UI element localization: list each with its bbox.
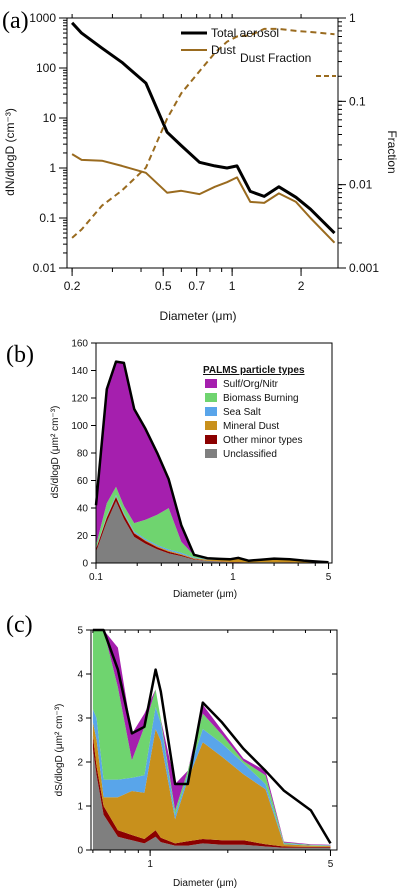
x-tick-label: 0.7 (188, 279, 205, 293)
panel-c-marks: 1 5 0 1 2 3 4 5 (77, 626, 338, 870)
area-sulf-org-nitr (96, 361, 329, 563)
y-tick-label: 100 (36, 61, 56, 75)
y-tick-label: 140 (71, 366, 88, 377)
y-tick-label: 160 (71, 339, 88, 350)
area-biomass-burning (92, 630, 331, 846)
legend-sulf-label: Sulf/Org/Nitr (223, 379, 279, 390)
panel-a-legend: Total aerosol Dust Dust Fraction (181, 26, 336, 77)
x-tick-label: 5 (328, 859, 334, 870)
dust-fraction-line (71, 27, 335, 239)
panel-a-frame (66, 17, 339, 269)
y2-tick-label: 0.001 (349, 261, 379, 275)
area-unclassified (96, 501, 329, 563)
area-sea-salt (92, 707, 331, 846)
panel-a-marks: 0.2 0.5 0.7 1 2 0.01 0.1 1 10 100 1000 0.001 0.01 0.1… (29, 11, 379, 293)
panel-a-ylabel: dN/dlogD (cm⁻³) (3, 108, 17, 196)
panel-c-ylabel: dS/dlogD (μm² cm⁻³) (54, 704, 65, 797)
area-biomass-burning (96, 486, 329, 563)
y-tick-label: 4 (77, 670, 83, 681)
panel-a-label: (a) (2, 8, 29, 34)
legend-dust-label-b: Mineral Dust (223, 421, 279, 432)
y-tick-label: 80 (77, 449, 89, 460)
legend-biomass-label: Biomass Burning (223, 393, 299, 404)
x-tick-label: 2 (298, 279, 305, 293)
panel-b-marks: 0.1 1 5 0 20 40 60 80 100 120 140 160 (71, 339, 333, 583)
y-tick-label: 40 (77, 504, 89, 515)
y-tick-label: 1000 (29, 11, 56, 25)
panel-c-label: (c) (6, 612, 33, 638)
area-sulf-org-nitr (92, 630, 331, 846)
plot-frame (90, 629, 338, 851)
legend-dust-label: Dust (211, 43, 236, 57)
legend-title: PALMS particle types (203, 365, 305, 376)
legend-other-swatch (205, 435, 217, 444)
total-outline (94, 360, 329, 564)
panel-a: (a) 0.2 0.5 0.7 1 2 0.01 0.1 1 10 100 1000 0.001 0.0… (2, 8, 399, 323)
panel-b-ylabel: dS/dlogD (μm² cm⁻³) (50, 406, 61, 499)
legend-seasalt-swatch (205, 407, 217, 416)
y-tick-label: 100 (71, 421, 88, 432)
total-outline (92, 628, 332, 845)
panel-c-xlabel: Diameter (μm) (173, 878, 237, 889)
y-tick-label: 3 (77, 714, 83, 725)
legend-biomass-swatch (205, 393, 217, 402)
legend-unclassified-label: Unclassified (223, 449, 277, 460)
panel-b: (b) 0.1 1 5 0 20 40 60 80 100 120 140 160 Diameter … (6, 339, 333, 600)
panel-a-xlabel: Diameter (μm) (160, 309, 237, 323)
area-mineral-dust (92, 722, 331, 847)
panel-b-label: (b) (6, 342, 34, 368)
panel-a-y2label: Fraction (385, 130, 399, 173)
area-other-minor-types (96, 497, 329, 563)
x-tick-label: 0.5 (155, 279, 172, 293)
y-tick-label: 0.1 (39, 211, 56, 225)
y2-tick-label: 1 (349, 11, 356, 25)
y-tick-label: 2 (77, 758, 83, 769)
x-tick-label: 1 (147, 859, 153, 870)
x-tick-label: 0.2 (64, 279, 81, 293)
legend-unclassified-swatch (205, 449, 217, 458)
y2-tick-label: 0.01 (349, 178, 373, 192)
y-tick-label: 0 (82, 559, 88, 570)
y-tick-label: 5 (77, 626, 83, 637)
x-tick-label: 5 (326, 572, 332, 583)
area-unclassified (92, 748, 331, 850)
y-tick-label: 1 (77, 802, 83, 813)
y2-tick-label: 0.1 (349, 94, 366, 108)
panel-b-legend: PALMS particle types Sulf/Org/Nitr Bioma… (203, 365, 305, 460)
y-tick-label: 0.01 (33, 261, 57, 275)
x-tick-label: 1 (230, 572, 236, 583)
y-tick-label: 60 (77, 476, 89, 487)
legend-seasalt-label: Sea Salt (223, 407, 261, 418)
panel-b-xlabel: Diameter (μm) (173, 589, 237, 600)
x-tick-label: 0.1 (89, 572, 103, 583)
y-tick-label: 20 (77, 531, 89, 542)
y-tick-label: 10 (43, 111, 57, 125)
legend-dust-swatch-b (205, 421, 217, 430)
legend-other-label: Other minor types (223, 435, 302, 446)
y-tick-label: 0 (77, 846, 83, 857)
y-tick-label: 1 (49, 161, 56, 175)
panel-c: (c) 1 5 0 1 2 3 4 5 Diameter (μm) dS/dlogD (μm²… (6, 612, 338, 889)
legend-total-aerosol-label: Total aerosol (211, 26, 279, 40)
dust-fraction-annotation: Dust Fraction (240, 51, 311, 65)
x-tick-label: 1 (229, 279, 236, 293)
legend-sulf-swatch (205, 379, 217, 388)
y-tick-label: 120 (71, 394, 88, 405)
